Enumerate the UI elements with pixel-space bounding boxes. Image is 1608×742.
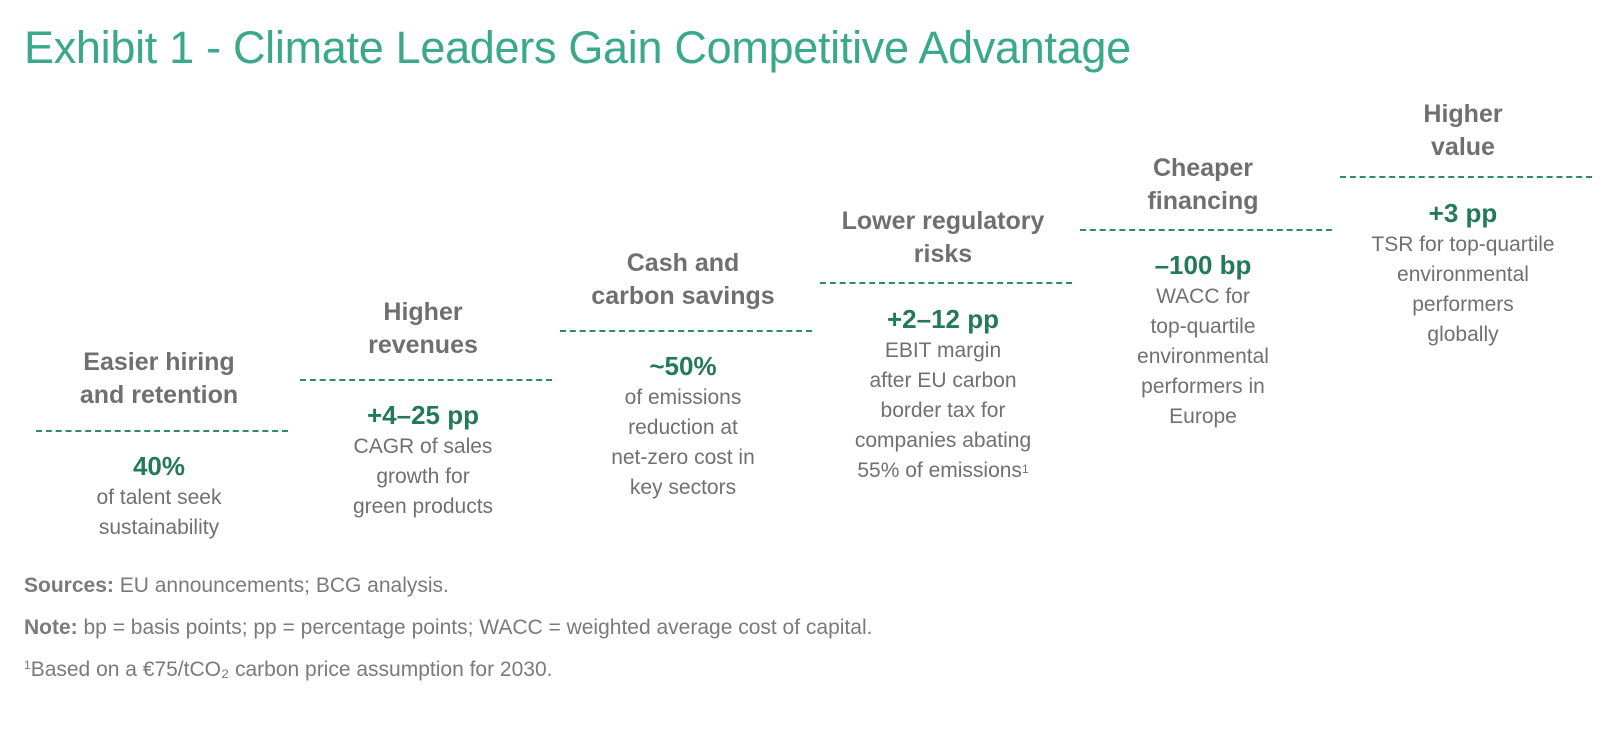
step-value: ~50%: [649, 351, 717, 381]
step-value: +4–25 pp: [366, 400, 479, 430]
sources-label: Sources:: [24, 574, 114, 597]
step-heading: Higher value: [1423, 100, 1503, 161]
step-description: TSR for top-quartile environmental perfo…: [1371, 233, 1555, 346]
step-body: ~50% of emissions reduction at net-zero …: [554, 349, 812, 503]
step-body: 40% of talent seek sustainability: [30, 449, 288, 543]
step-description: WACC for top-quartile environmental perf…: [1137, 285, 1269, 428]
step-description: of talent seek sustainability: [96, 486, 222, 539]
abbreviations-note: Note: bp = basis points; pp = percentage…: [24, 616, 872, 640]
note-text: bp = basis points; pp = percentage point…: [77, 616, 873, 639]
step-dashed-line: [300, 379, 552, 381]
step-cash-carbon-savings: Cash and carbon savings ~50% of emission…: [554, 0, 812, 742]
step-higher-value: Higher value +3 pp TSR for top-quartile …: [1334, 0, 1592, 742]
step-heading: Lower regulatory risks: [841, 207, 1045, 268]
step-dashed-line: [1340, 176, 1592, 178]
step-value: +3 pp: [1428, 198, 1498, 228]
step-dashed-line: [1080, 229, 1332, 231]
step-body: –100 bp WACC for top-quartile environmen…: [1074, 248, 1332, 432]
step-description: EBIT margin after EU carbon border tax f…: [814, 336, 1072, 486]
step-dashed-line: [36, 430, 288, 432]
step-cheaper-financing: Cheaper financing –100 bp WACC for top-q…: [1074, 0, 1332, 742]
step-easier-hiring: Easier hiring and retention 40% of talen…: [30, 0, 288, 742]
sources-note: Sources: EU announcements; BCG analysis.: [24, 574, 449, 598]
footnote-mark: 1: [24, 658, 31, 672]
step-value: +2–12 pp: [886, 304, 999, 334]
step-heading: Easier hiring and retention: [79, 348, 239, 409]
step-higher-revenues: Higher revenues +4–25 pp CAGR of sales g…: [294, 0, 552, 742]
step-body: +2–12 pp EBIT margin after EU carbon bor…: [814, 302, 1072, 486]
footnote-marker: 1: [1021, 462, 1029, 476]
step-heading: Higher revenues: [368, 298, 478, 359]
step-description: of emissions reduction at net-zero cost …: [611, 386, 755, 499]
step-lower-regulatory-risks: Lower regulatory risks +2–12 pp EBIT mar…: [814, 0, 1072, 742]
exhibit-title: Exhibit 1 - Climate Leaders Gain Competi…: [24, 22, 1131, 73]
footnote-text: Based on a €75/tCO₂ carbon price assumpt…: [30, 658, 553, 681]
step-description: CAGR of sales growth for green products: [352, 435, 494, 518]
step-value: –100 bp: [1154, 250, 1252, 280]
step-dashed-line: [820, 282, 1072, 284]
step-description-text: EBIT margin after EU carbon border tax f…: [854, 339, 1032, 482]
step-heading: Cash and carbon savings: [591, 249, 775, 310]
note-label: Note:: [24, 616, 78, 639]
step-heading: Cheaper financing: [1147, 154, 1259, 215]
sources-text: EU announcements; BCG analysis.: [113, 574, 449, 597]
step-value: 40%: [132, 451, 186, 481]
step-dashed-line: [560, 330, 812, 332]
step-body: +3 pp TSR for top-quartile environmental…: [1334, 196, 1592, 350]
step-body: +4–25 pp CAGR of sales growth for green …: [294, 398, 552, 522]
footnote: 1Based on a €75/tCO₂ carbon price assump…: [24, 658, 552, 682]
